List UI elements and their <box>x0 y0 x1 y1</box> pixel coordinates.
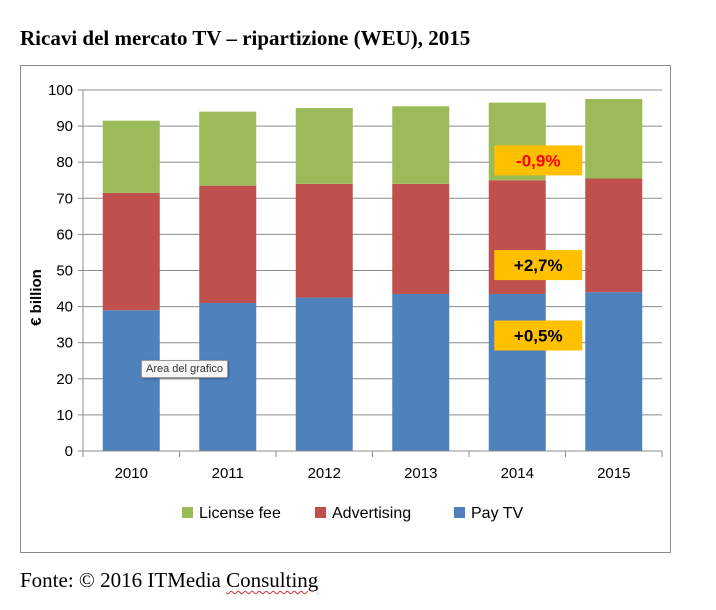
bar-pay-tv-2015 <box>585 292 643 451</box>
x-tick-label: 2010 <box>115 465 148 482</box>
y-tick-label: 70 <box>56 190 73 207</box>
y-tick-label: 30 <box>56 335 73 352</box>
y-tick-label: 20 <box>56 371 73 388</box>
legend-label-license-fee: License fee <box>199 505 281 522</box>
legend-swatch-pay-tv <box>454 507 465 518</box>
legend-swatch-advertising <box>315 507 326 518</box>
bar-pay-tv-2013 <box>392 293 450 451</box>
axes: 0 10 20 30 40 50 60 70 80 90 100 2010 2011 2012 2013 20… <box>28 82 663 482</box>
change-badge-bg <box>494 320 583 351</box>
stacked-bar-chart: 0 10 20 30 40 50 60 70 80 90 100 2010 2011 2012 2013 20… <box>28 82 663 522</box>
y-tick-label: 80 <box>56 154 73 171</box>
bar-pay-tv-2014 <box>488 293 546 451</box>
source-caption: Fonte: © 2016 ITMedia Consulting <box>20 568 318 593</box>
bar-advertising-2012 <box>295 183 353 298</box>
bar-advertising-2015 <box>585 178 643 293</box>
bar-license-fee-2012 <box>295 108 353 184</box>
page-title: Ricavi del mercato TV – ripartizione (WE… <box>20 26 471 50</box>
bar-license-fee-2011 <box>199 111 257 186</box>
y-tick-label: 40 <box>56 299 73 316</box>
legend-label-advertising: Advertising <box>332 505 411 522</box>
bar-advertising-2010 <box>102 192 160 311</box>
x-tick-label: 2015 <box>597 465 630 482</box>
source-text: Fonte: © 2016 ITMedia <box>20 568 227 592</box>
change-badge-bg <box>494 250 583 281</box>
bar-advertising-2011 <box>199 185 257 303</box>
y-tick-label: 10 <box>56 407 73 424</box>
bar-pay-tv-2012 <box>295 297 353 451</box>
bars <box>102 99 643 451</box>
change-badge-advertising: +2,7% <box>514 256 563 275</box>
bar-pay-tv-2010 <box>102 310 160 451</box>
annotations: -0,9% +2,7% +0,5% <box>494 145 583 351</box>
x-tick-label: 2012 <box>308 465 341 482</box>
y-tick-label: 0 <box>65 443 73 460</box>
chart-area-tooltip: Area del grafico <box>141 360 229 378</box>
y-tick-label: 100 <box>48 82 73 99</box>
bar-license-fee-2010 <box>102 120 160 193</box>
bar-advertising-2013 <box>392 183 450 294</box>
change-badge-license-fee: -0,9% <box>516 151 560 170</box>
x-tick-label: 2013 <box>404 465 437 482</box>
gridlines <box>83 89 662 416</box>
bar-license-fee-2015 <box>585 99 643 179</box>
y-tick-label: 60 <box>56 226 73 243</box>
change-badge-pay-tv: +0,5% <box>514 326 563 345</box>
y-axis-title: € billion <box>28 269 45 326</box>
legend-label-pay-tv: Pay TV <box>471 505 524 522</box>
chart-area[interactable]: 0 10 20 30 40 50 60 70 80 90 100 2010 2011 2012 2013 20… <box>20 65 671 553</box>
x-tick-label: 2014 <box>501 465 534 482</box>
legend-swatch-license-fee <box>182 507 193 518</box>
y-tick-label: 90 <box>56 118 73 135</box>
y-tick-label: 50 <box>56 263 73 280</box>
change-badge-bg <box>494 145 583 176</box>
x-tick-label: 2011 <box>212 465 244 482</box>
source-link-text: Consulting <box>226 568 319 592</box>
legend: License fee Advertising Pay TV <box>182 505 524 522</box>
bar-license-fee-2013 <box>392 106 450 184</box>
